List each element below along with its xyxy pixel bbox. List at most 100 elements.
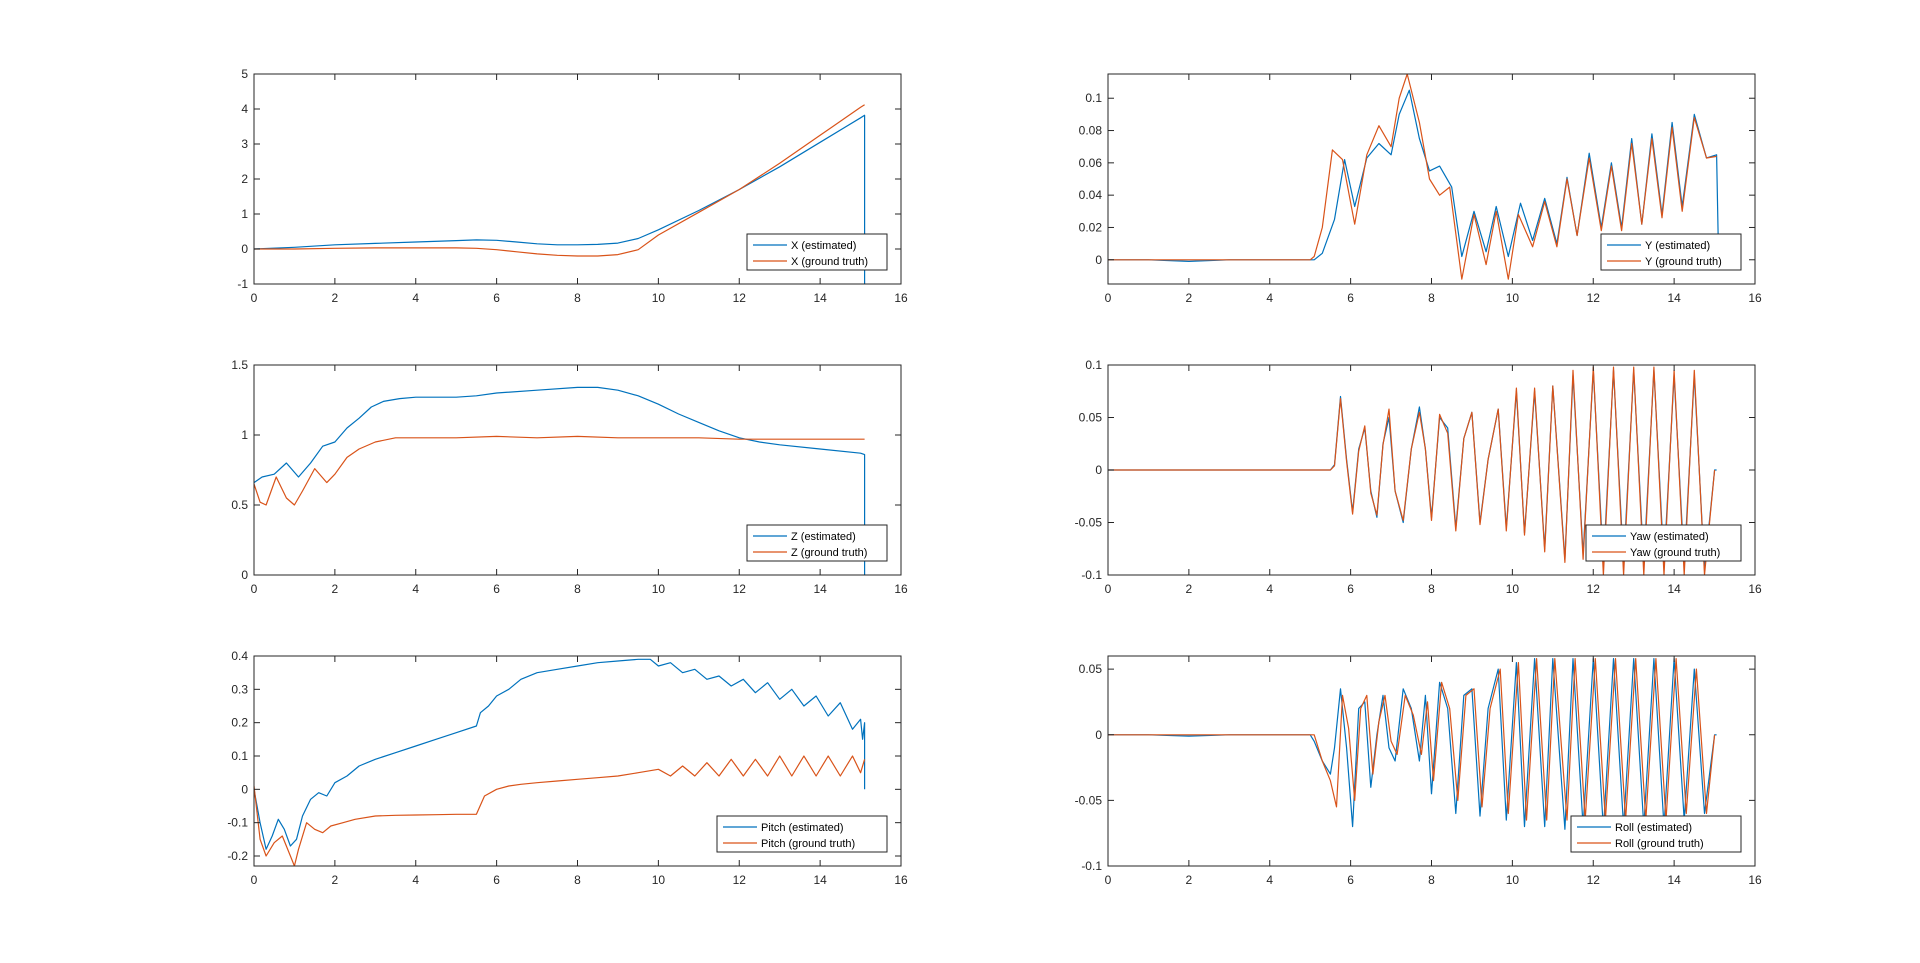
x-tick-label-yaw: 10 <box>1506 582 1520 596</box>
legend-label-z: Z (estimated) <box>791 531 856 543</box>
x-tick-label-y: 16 <box>1748 291 1762 305</box>
x-tick-label-x: 0 <box>251 291 258 305</box>
y-tick-label-y: 0.04 <box>1079 188 1103 202</box>
y-tick-label-pitch: 0.4 <box>231 649 248 663</box>
x-tick-label-x: 12 <box>733 291 747 305</box>
legend-label-x: X (ground truth) <box>791 256 868 268</box>
legend-box-roll <box>1570 815 1742 853</box>
y-tick-label-pitch: 0.3 <box>231 682 248 696</box>
x-tick-label-pitch: 14 <box>813 873 827 887</box>
y-tick-label-x: 2 <box>241 172 248 186</box>
legend-label-y: Y (ground truth) <box>1645 256 1722 268</box>
legend-box-y <box>1600 233 1742 271</box>
y-tick-label-z: 1.5 <box>231 358 248 372</box>
legend-label-pitch: Pitch (ground truth) <box>761 838 855 850</box>
x-tick-label-z: 6 <box>493 582 500 596</box>
legend-pitch: Pitch (estimated) Pitch (ground truth) <box>716 815 888 853</box>
x-tick-label-roll: 2 <box>1186 873 1193 887</box>
x-tick-label-pitch: 10 <box>652 873 666 887</box>
y-tick-label-pitch: -0.2 <box>227 849 248 863</box>
legend-box-x <box>746 233 888 271</box>
x-tick-label-x: 8 <box>574 291 581 305</box>
y-tick-label-x: 5 <box>241 67 248 81</box>
legend-label-roll: Roll (estimated) <box>1615 822 1692 834</box>
legend-box-pitch <box>716 815 888 853</box>
legend-label-z: Z (ground truth) <box>791 547 867 559</box>
legend-z: Z (estimated) Z (ground truth) <box>746 524 888 562</box>
x-tick-label-roll: 16 <box>1748 873 1762 887</box>
legend-box-z <box>746 524 888 562</box>
y-tick-label-x: 1 <box>241 207 248 221</box>
x-tick-label-x: 14 <box>813 291 827 305</box>
series-z-ground-truth <box>254 435 865 506</box>
series-yaw-ground-truth <box>1108 366 1716 575</box>
x-tick-label-z: 14 <box>813 582 827 596</box>
x-tick-label-yaw: 14 <box>1667 582 1681 596</box>
x-tick-label-y: 14 <box>1667 291 1681 305</box>
x-tick-label-z: 10 <box>652 582 666 596</box>
x-tick-label-pitch: 12 <box>733 873 747 887</box>
y-tick-label-pitch: 0.2 <box>231 716 248 730</box>
x-tick-label-yaw: 16 <box>1748 582 1762 596</box>
y-tick-label-x: 4 <box>241 102 248 116</box>
legend-yaw: Yaw (estimated) Yaw (ground truth) <box>1585 524 1742 562</box>
x-tick-label-y: 12 <box>1587 291 1601 305</box>
y-tick-label-y: 0.1 <box>1085 91 1102 105</box>
x-tick-label-y: 0 <box>1105 291 1112 305</box>
x-tick-label-x: 10 <box>652 291 666 305</box>
y-tick-label-x: 3 <box>241 137 248 151</box>
x-tick-label-x: 16 <box>894 291 908 305</box>
y-tick-label-y: 0.08 <box>1079 124 1103 138</box>
x-tick-label-yaw: 12 <box>1587 582 1601 596</box>
legend-label-roll: Roll (ground truth) <box>1615 838 1704 850</box>
series-x-estimated <box>254 114 866 284</box>
series-pitch-ground-truth <box>254 755 866 866</box>
series-roll-ground-truth <box>1108 657 1716 821</box>
x-tick-label-yaw: 0 <box>1105 582 1112 596</box>
y-tick-label-z: 0 <box>241 568 248 582</box>
y-tick-label-x: -1 <box>237 277 248 291</box>
legend-roll: Roll (estimated) Roll (ground truth) <box>1570 815 1742 853</box>
x-tick-label-yaw: 8 <box>1428 582 1435 596</box>
series-pitch-estimated <box>254 658 866 850</box>
y-tick-label-yaw: 0.05 <box>1079 411 1103 425</box>
y-tick-label-roll: 0.05 <box>1079 662 1103 676</box>
x-tick-label-roll: 8 <box>1428 873 1435 887</box>
x-tick-label-z: 2 <box>332 582 339 596</box>
series-x-ground-truth <box>254 104 865 257</box>
legend-label-yaw: Yaw (estimated) <box>1630 531 1709 543</box>
x-tick-label-yaw: 6 <box>1347 582 1354 596</box>
series-z-estimated <box>254 386 866 575</box>
x-tick-label-roll: 14 <box>1667 873 1681 887</box>
legend-box-yaw <box>1585 524 1742 562</box>
y-tick-label-roll: -0.05 <box>1075 793 1103 807</box>
x-tick-label-x: 6 <box>493 291 500 305</box>
y-tick-label-z: 0.5 <box>231 498 248 512</box>
legend-label-x: X (estimated) <box>791 240 856 252</box>
x-tick-label-y: 6 <box>1347 291 1354 305</box>
y-tick-label-roll: -0.1 <box>1081 859 1102 873</box>
series-y-ground-truth <box>1108 74 1717 280</box>
subplot-pitch: 0 2 4 6 8 10 12 14 16 -0.2 -0.1 0 0.1 0.2 0.3 0.4 Pitch … <box>227 649 908 887</box>
y-tick-label-y: 0.06 <box>1079 156 1103 170</box>
y-tick-label-yaw: 0.1 <box>1085 358 1102 372</box>
y-tick-label-yaw: -0.1 <box>1081 568 1102 582</box>
x-tick-label-roll: 6 <box>1347 873 1354 887</box>
x-tick-label-z: 0 <box>251 582 258 596</box>
x-tick-label-roll: 12 <box>1587 873 1601 887</box>
x-tick-label-pitch: 8 <box>574 873 581 887</box>
subplot-yaw: 0 2 4 6 8 10 12 14 16 -0.1 -0.05 0 0.05 0.1 Yaw (estim… <box>1075 358 1762 596</box>
x-tick-label-z: 12 <box>733 582 747 596</box>
x-tick-label-roll: 0 <box>1105 873 1112 887</box>
x-tick-label-pitch: 16 <box>894 873 908 887</box>
x-tick-label-y: 10 <box>1506 291 1520 305</box>
subplot-z: 0 2 4 6 8 10 12 14 16 0 0.5 1 1.5 Z (estimated) Z (gro… <box>231 358 908 596</box>
y-tick-label-z: 1 <box>241 428 248 442</box>
legend-y: Y (estimated) Y (ground truth) <box>1600 233 1742 271</box>
x-tick-label-z: 4 <box>412 582 419 596</box>
y-tick-label-yaw: 0 <box>1095 463 1102 477</box>
subplot-y: 0 2 4 6 8 10 12 14 16 0 0.02 0.04 0.06 0.08 0.1 Y (esti… <box>1079 73 1762 305</box>
x-tick-label-z: 16 <box>894 582 908 596</box>
